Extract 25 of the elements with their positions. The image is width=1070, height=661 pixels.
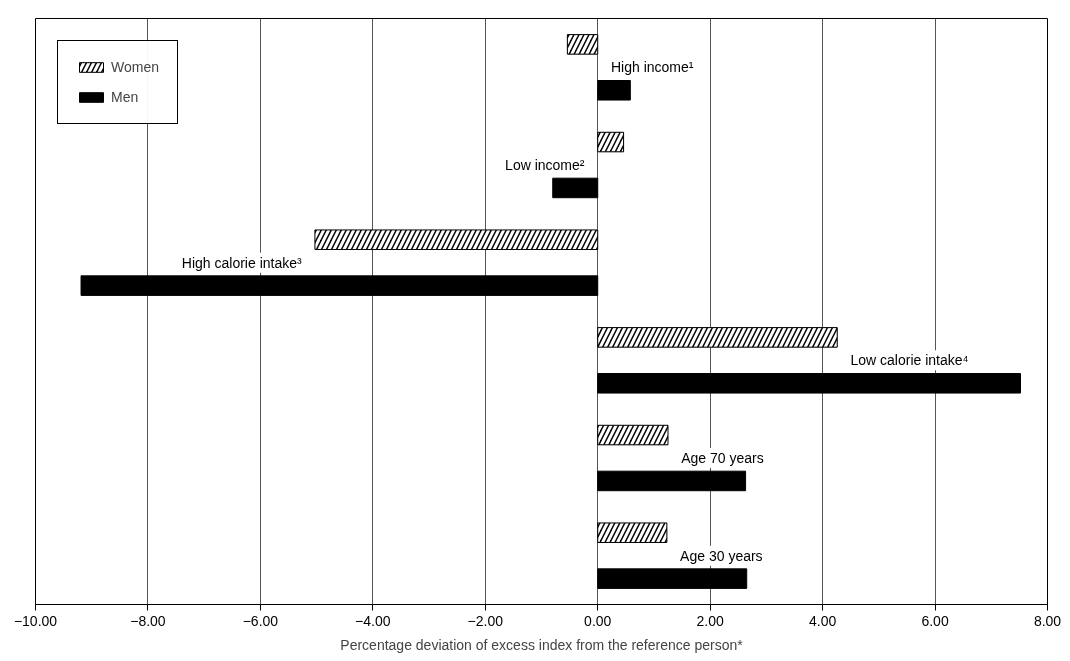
bar <box>597 568 748 589</box>
legend-label: Men <box>111 89 139 105</box>
y-tick-label: High calorie intake³ <box>181 254 303 271</box>
x-axis-title: Percentage deviation of excess index from the reference person* <box>340 636 744 653</box>
x-tick-label: −10.00 <box>13 612 58 629</box>
x-tick-label: 8.00 <box>1033 612 1062 629</box>
y-tick-label: Low income² <box>505 157 585 173</box>
x-tick-label: −2.00 <box>467 612 504 629</box>
bar <box>597 373 1022 394</box>
bar <box>597 470 747 492</box>
y-tick-label: High income¹ <box>610 59 694 76</box>
y-tick-label: Age 30 years <box>680 547 763 564</box>
bar <box>597 80 631 101</box>
x-tick-label: −6.00 <box>242 612 279 629</box>
x-tick-label: 6.00 <box>921 612 949 629</box>
legend-label: Women <box>111 59 159 75</box>
x-tick-label: −8.00 <box>130 612 166 629</box>
y-tick-label: Low calorie intake⁴ <box>850 352 969 369</box>
bar <box>80 275 599 296</box>
y-tick-label: Age 70 years <box>681 450 764 466</box>
x-tick-label: 4.00 <box>808 612 837 629</box>
x-tick-label: −4.00 <box>355 612 391 629</box>
bar <box>552 177 599 199</box>
x-tick-label: 0.00 <box>584 612 612 629</box>
x-tick-label: 2.00 <box>696 612 724 629</box>
